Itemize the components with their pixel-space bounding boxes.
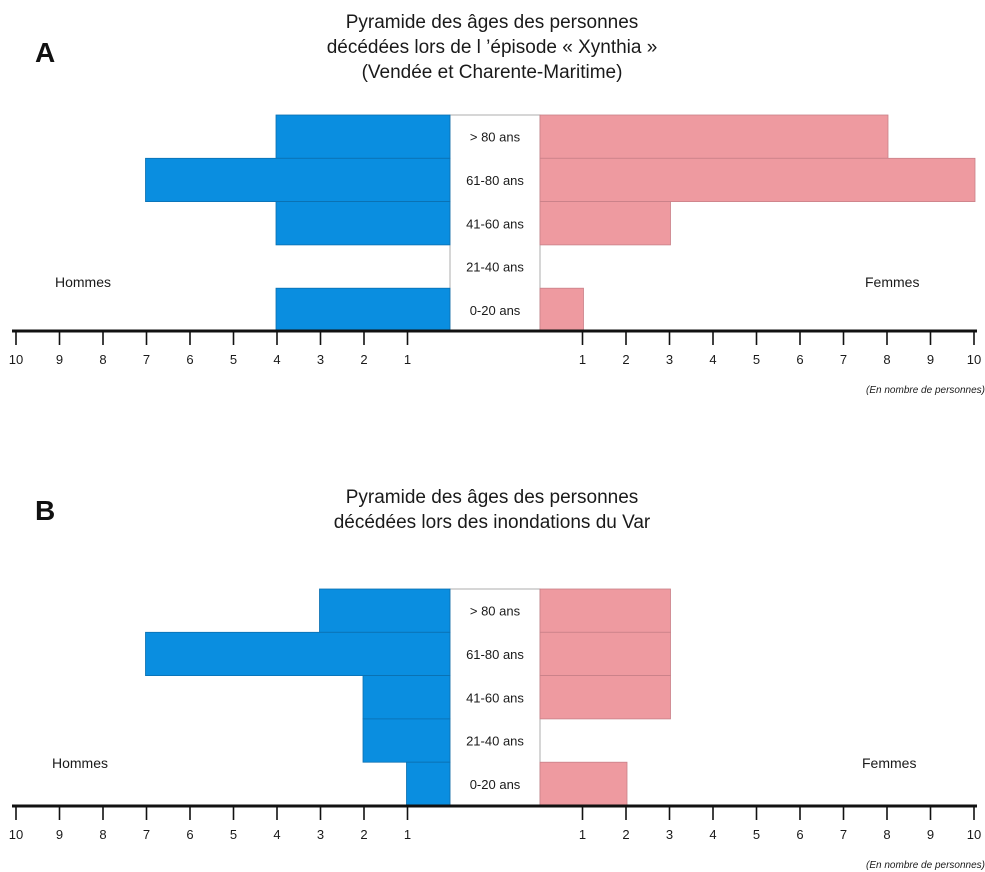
- x-tick-label: 1: [404, 827, 411, 842]
- x-tick-label: 8: [99, 827, 106, 842]
- age-group-label: 61-80 ans: [466, 173, 524, 188]
- chart-title-line-2: décédées lors des inondations du Var: [334, 512, 651, 533]
- men-bar: [275, 287, 451, 332]
- age-group-label: 0-20 ans: [470, 777, 521, 792]
- men-bar: [145, 157, 451, 203]
- men-side-label: Hommes: [52, 755, 108, 771]
- age-label-column: [449, 114, 541, 332]
- women-bar: [539, 287, 584, 332]
- unit-note: (En nombre de personnes): [866, 385, 985, 396]
- x-tick-label: 3: [317, 827, 324, 842]
- x-tick-label: 3: [666, 827, 673, 842]
- x-tick-label: 8: [883, 352, 890, 367]
- women-side-label: Femmes: [862, 755, 916, 771]
- women-bar: [539, 201, 671, 246]
- x-tick-label: 10: [967, 352, 981, 367]
- men-bar: [319, 588, 451, 633]
- women-side-label: Femmes: [865, 274, 919, 290]
- chart-title-line-3: (Vendée et Charente-Maritime): [362, 62, 623, 83]
- x-tick-label: 6: [186, 352, 193, 367]
- chart-title-line-1: Pyramide des âges des personnes: [346, 12, 639, 33]
- x-tick-label: 8: [99, 352, 106, 367]
- men-bar: [275, 201, 451, 246]
- age-group-label: > 80 ans: [470, 130, 521, 145]
- x-tick-label: 2: [622, 352, 629, 367]
- women-bar: [539, 631, 671, 676]
- x-tick-label: 9: [56, 827, 63, 842]
- x-tick-label: 10: [9, 827, 23, 842]
- x-tick-label: 6: [796, 827, 803, 842]
- x-tick-label: 9: [927, 827, 934, 842]
- chart-title-line-2: décédées lors de l ’épisode « Xynthia »: [327, 37, 658, 58]
- x-tick-label: 4: [273, 827, 280, 842]
- x-tick-label: 3: [666, 352, 673, 367]
- panel-b: B Pyramide des âges des personnes décédé…: [9, 487, 985, 871]
- x-tick-label: 6: [186, 827, 193, 842]
- panel-a: A Pyramide des âges des personnes décédé…: [9, 12, 985, 396]
- women-bar: [539, 114, 889, 159]
- x-tick-label: 4: [273, 352, 280, 367]
- men-bar: [145, 631, 451, 676]
- x-tick-label: 1: [404, 352, 411, 367]
- men-side-label: Hommes: [55, 274, 111, 290]
- x-tick-label: 8: [883, 827, 890, 842]
- x-tick-label: 1: [579, 352, 586, 367]
- x-tick-label: 5: [230, 827, 237, 842]
- x-tick-label: 7: [840, 352, 847, 367]
- x-tick-label: 5: [753, 827, 760, 842]
- x-tick-label: 4: [709, 827, 716, 842]
- women-bar: [539, 588, 671, 633]
- x-tick-label: 5: [753, 352, 760, 367]
- chart-title-line-1: Pyramide des âges des personnes: [346, 487, 639, 508]
- x-tick-label: 7: [143, 827, 150, 842]
- age-group-label: 61-80 ans: [466, 647, 524, 662]
- x-tick-label: 7: [840, 827, 847, 842]
- x-tick-label: 7: [143, 352, 150, 367]
- unit-note: (En nombre de personnes): [866, 860, 985, 871]
- age-group-label: 21-40 ans: [466, 734, 524, 749]
- age-group-label: 41-60 ans: [466, 690, 524, 705]
- panel-letter: A: [35, 37, 55, 68]
- x-tick-label: 9: [56, 352, 63, 367]
- x-tick-label: 2: [622, 827, 629, 842]
- women-bar: [539, 157, 976, 203]
- x-tick-label: 3: [317, 352, 324, 367]
- age-group-label: > 80 ans: [470, 604, 521, 619]
- x-tick-label: 10: [9, 352, 23, 367]
- age-group-label: 21-40 ans: [466, 260, 524, 275]
- panel-letter: B: [35, 495, 55, 526]
- x-tick-label: 9: [927, 352, 934, 367]
- x-tick-label: 4: [709, 352, 716, 367]
- men-bar: [275, 114, 451, 159]
- women-bar: [539, 675, 671, 720]
- men-bar: [406, 761, 451, 806]
- age-group-label: 0-20 ans: [470, 303, 521, 318]
- men-bar: [362, 675, 451, 720]
- age-group-label: 41-60 ans: [466, 216, 524, 231]
- x-tick-label: 10: [967, 827, 981, 842]
- x-tick-label: 2: [360, 352, 367, 367]
- women-bar: [539, 761, 628, 806]
- x-tick-label: 1: [579, 827, 586, 842]
- x-tick-label: 5: [230, 352, 237, 367]
- men-bar: [362, 718, 451, 763]
- x-tick-label: 6: [796, 352, 803, 367]
- x-tick-label: 2: [360, 827, 367, 842]
